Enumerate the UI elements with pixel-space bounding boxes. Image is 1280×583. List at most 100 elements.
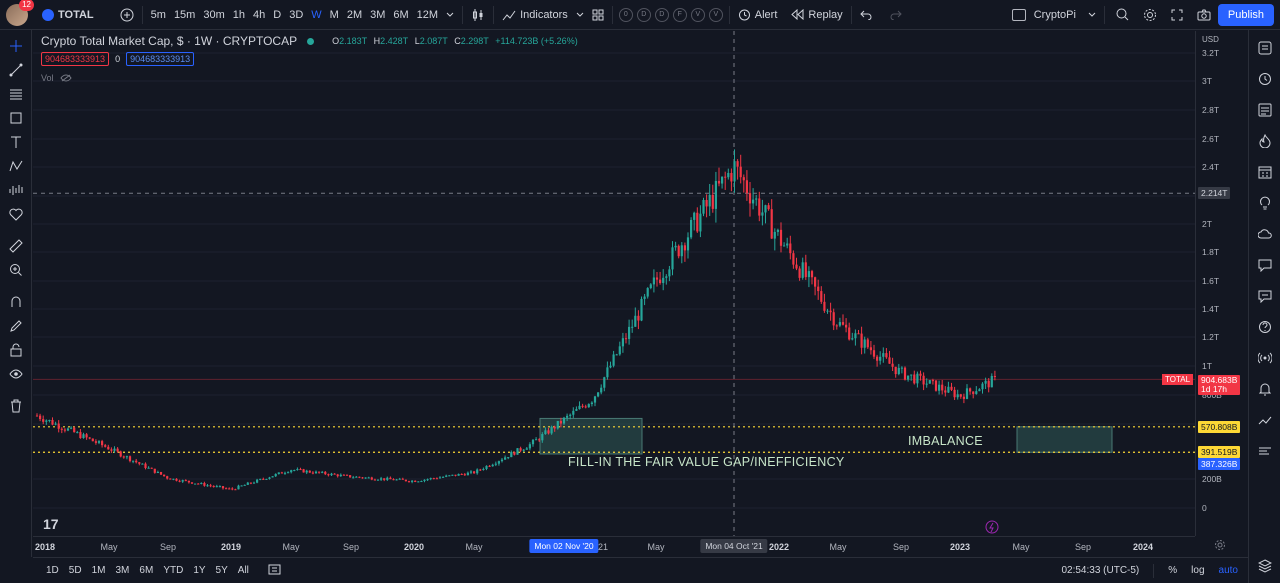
- fvg-annotation[interactable]: FILL-IN THE FAIR VALUE GAP/INEFFICIENCY: [568, 455, 845, 469]
- alerts-clock-icon[interactable]: [1249, 63, 1280, 94]
- chats-cloud-icon[interactable]: [1249, 218, 1280, 249]
- range-6m-button[interactable]: 6M: [139, 565, 154, 576]
- broadcast-signal-icon[interactable]: [1249, 342, 1280, 373]
- buy-price-pill[interactable]: 904683333913: [126, 52, 195, 66]
- user-avatar[interactable]: 12: [6, 0, 34, 26]
- hidden-eye-icon[interactable]: [59, 74, 72, 82]
- settings-gear-icon[interactable]: [1139, 0, 1161, 30]
- range-3m-button[interactable]: 3M: [115, 565, 130, 576]
- sell-price-pill[interactable]: 904683333913: [41, 52, 110, 66]
- candle-down: [104, 445, 107, 447]
- compare-add-icon[interactable]: [116, 0, 138, 30]
- time-axis[interactable]: 2018 May Sep 2019 May Sep 2020 May 21 May 2022 May S…: [33, 536, 1195, 556]
- timeframe-2m-button[interactable]: 2M: [346, 8, 363, 21]
- alert-button[interactable]: Alert: [734, 0, 782, 30]
- lock-icon[interactable]: [0, 338, 32, 362]
- chart-type-candles-icon[interactable]: [467, 0, 489, 30]
- candle-down: [810, 271, 814, 278]
- notifications-bell-icon[interactable]: [1249, 373, 1280, 404]
- streams-chat-icon[interactable]: [1249, 249, 1280, 280]
- legend-title[interactable]: Crypto Total Market Cap, $ · 1W · CRYPTO…: [41, 34, 298, 48]
- search-icon[interactable]: [1112, 0, 1133, 30]
- lightning-event-icon[interactable]: [985, 520, 999, 537]
- rectangle-shape-icon[interactable]: [0, 106, 32, 130]
- timeframe-3m-button[interactable]: 3M: [370, 8, 386, 21]
- zoom-in-icon[interactable]: [0, 258, 32, 282]
- indicator-shortcut-button[interactable]: 0: [618, 7, 633, 22]
- timeframe-3d-button[interactable]: 3D: [289, 8, 304, 21]
- layout-dropdown-icon[interactable]: [1084, 0, 1100, 30]
- prediction-tool-icon[interactable]: [0, 178, 32, 202]
- indicator-shortcut-button[interactable]: D: [636, 7, 651, 22]
- trash-delete-icon[interactable]: [0, 394, 32, 418]
- calendar-icon[interactable]: [1249, 156, 1280, 187]
- range-ytd-button[interactable]: YTD: [163, 565, 184, 576]
- hide-drawings-eye-icon[interactable]: [0, 362, 32, 386]
- undo-icon[interactable]: [856, 0, 876, 30]
- templates-grid-icon[interactable]: [588, 0, 608, 30]
- axis-settings-gear-icon[interactable]: [1214, 539, 1226, 554]
- help-bulb-icon[interactable]: [1249, 311, 1280, 342]
- timeframe-dropdown-icon[interactable]: [442, 0, 458, 30]
- publish-button[interactable]: Publish: [1217, 3, 1274, 26]
- stay-in-drawing-mode-icon[interactable]: [0, 314, 32, 338]
- dom-panel-icon[interactable]: [1249, 435, 1280, 466]
- range-all-button[interactable]: All: [237, 565, 249, 576]
- symbol-search-button[interactable]: TOTAL: [38, 0, 98, 30]
- price-axis[interactable]: USD 3.2T3T2.8T2.6T2.4T2.2T2T1.8T1.6T1.4T…: [1195, 31, 1248, 536]
- timeframe-1h-button[interactable]: 1h: [232, 8, 245, 21]
- candle-down: [835, 325, 838, 327]
- timeframe-30m-button[interactable]: 30m: [203, 8, 225, 21]
- favorite-heart-icon[interactable]: [0, 202, 32, 226]
- indicators-dropdown-icon[interactable]: [572, 0, 588, 30]
- timeframe-w-button[interactable]: W: [311, 8, 322, 21]
- ruler-measure-icon[interactable]: [0, 234, 32, 258]
- camera-snapshot-icon[interactable]: [1193, 0, 1215, 30]
- timeframe-4h-button[interactable]: 4h: [253, 8, 266, 21]
- watchlist-icon[interactable]: [1249, 32, 1280, 63]
- pattern-tool-icon[interactable]: [0, 154, 32, 178]
- imbalance-annotation[interactable]: IMBALANCE: [908, 434, 983, 448]
- indicators-button[interactable]: Indicators: [498, 0, 572, 30]
- percent-scale-toggle[interactable]: %: [1168, 565, 1178, 576]
- range-1y-button[interactable]: 1Y: [193, 565, 206, 576]
- fib-retracement-icon[interactable]: [0, 82, 32, 106]
- replay-button[interactable]: Replay: [787, 0, 846, 30]
- indicator-shortcut-button[interactable]: D: [654, 7, 669, 22]
- log-scale-toggle[interactable]: log: [1191, 565, 1205, 576]
- range-1m-button[interactable]: 1M: [91, 565, 106, 576]
- redo-icon[interactable]: [886, 0, 906, 30]
- trading-panel-icon[interactable]: [1249, 404, 1280, 435]
- indicator-shortcut-button[interactable]: V: [690, 7, 705, 22]
- indicator-shortcut-button[interactable]: V: [708, 7, 723, 22]
- range-1d-button[interactable]: 1D: [46, 565, 59, 576]
- clock-timezone[interactable]: 02:54:33 (UTC-5): [1061, 565, 1140, 576]
- timeframe-15m-button[interactable]: 15m: [173, 8, 196, 21]
- layout-button[interactable]: CryptoPi: [1008, 0, 1080, 30]
- fullscreen-icon[interactable]: [1167, 0, 1187, 30]
- price-axis-label: 1T: [1202, 361, 1212, 371]
- currency-label[interactable]: USD: [1202, 35, 1219, 44]
- layers-icon[interactable]: [1249, 550, 1280, 581]
- trend-line-icon[interactable]: [0, 58, 32, 82]
- indicator-shortcut-button[interactable]: F: [672, 7, 687, 22]
- candle-up: [497, 461, 500, 464]
- timeframe-5m-button[interactable]: 5m: [150, 8, 166, 21]
- candle-up: [984, 380, 987, 384]
- range-5y-button[interactable]: 5Y: [215, 565, 228, 576]
- goto-date-icon[interactable]: [268, 564, 281, 578]
- chart-canvas[interactable]: [33, 31, 1195, 536]
- timeframe-12m-button[interactable]: 12M: [416, 8, 439, 21]
- crosshair-icon[interactable]: [0, 34, 32, 58]
- hotlists-flame-icon[interactable]: [1249, 125, 1280, 156]
- range-5d-button[interactable]: 5D: [68, 565, 82, 576]
- ideas-lightbulb-icon[interactable]: [1249, 187, 1280, 218]
- auto-scale-toggle[interactable]: auto: [1218, 565, 1238, 576]
- timeframe-d-button[interactable]: D: [273, 8, 282, 21]
- data-window-icon[interactable]: [1249, 94, 1280, 125]
- messages-icon[interactable]: [1249, 280, 1280, 311]
- timeframe-m-button[interactable]: M: [329, 8, 339, 21]
- magnet-icon[interactable]: [0, 290, 32, 314]
- text-tool-icon[interactable]: [0, 130, 32, 154]
- timeframe-6m-button[interactable]: 6M: [393, 8, 409, 21]
